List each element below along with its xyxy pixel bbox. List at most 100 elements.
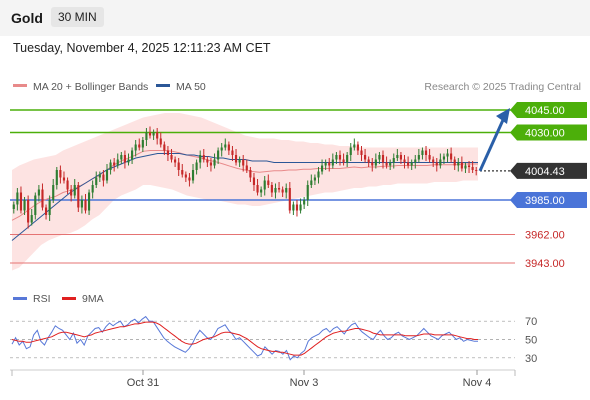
candle-body (306, 185, 309, 200)
candle-body (12, 204, 15, 209)
candle (44, 204, 48, 220)
candle-body (349, 147, 352, 155)
9ma-legend-swatch (62, 297, 76, 300)
candle (270, 182, 273, 197)
candle-body (467, 165, 471, 167)
candle (410, 159, 413, 170)
candle (156, 128, 159, 145)
candle (299, 198, 302, 214)
candle-body (170, 155, 173, 160)
candle-body (414, 159, 417, 163)
candle (277, 182, 281, 193)
candle (127, 153, 130, 166)
candle (80, 195, 83, 214)
candle (16, 188, 19, 211)
candle (27, 195, 30, 229)
candle-body (105, 170, 109, 181)
candle-body (389, 162, 392, 166)
candle-body (428, 155, 431, 160)
candle (209, 158, 213, 172)
candle (159, 132, 162, 148)
candle-body (421, 150, 424, 155)
candle (249, 167, 252, 182)
candle-body (346, 155, 349, 163)
candle-body (338, 155, 342, 160)
candle (62, 171, 66, 184)
ma50-legend-label: MA 50 (176, 81, 206, 93)
candle (184, 171, 187, 182)
candle (19, 186, 23, 214)
candle-body (450, 153, 453, 160)
candle-body (191, 170, 195, 181)
candle (220, 143, 223, 157)
candle-body (277, 188, 281, 190)
candle-body (270, 185, 273, 193)
candle-body (120, 155, 123, 160)
candle (475, 167, 478, 176)
candle (170, 149, 173, 163)
candle (342, 153, 345, 166)
candle-body (70, 189, 73, 196)
candle-body (256, 185, 259, 193)
candle (389, 159, 392, 170)
candle-body (274, 188, 277, 193)
candle (48, 195, 51, 221)
candle (242, 155, 245, 172)
candle (252, 173, 256, 191)
candle-body (356, 144, 359, 151)
candle (274, 183, 277, 199)
candle (374, 153, 377, 169)
candle (134, 140, 137, 157)
candle-body (48, 200, 51, 215)
candle-body (159, 138, 162, 145)
rsi-tick-label: 30 (525, 353, 537, 365)
annotations: 4004.43 (478, 108, 587, 179)
candle-body (331, 159, 334, 166)
symbol-title: Gold (11, 10, 43, 26)
candle (292, 201, 295, 215)
candle (285, 183, 288, 199)
candle-body (242, 159, 245, 166)
ma50-line (11, 153, 478, 241)
rsi-panel: 70 50 30 (10, 315, 537, 365)
rsi-legend-label: RSI (33, 293, 51, 305)
candle (303, 197, 306, 209)
candle-body (127, 159, 130, 163)
candle (464, 162, 467, 173)
x-tick-label: Nov 3 (290, 377, 319, 389)
candle-body (252, 177, 256, 185)
candle-body (234, 155, 238, 163)
candle-body (202, 155, 205, 160)
candle-body (303, 200, 306, 205)
candle (288, 182, 291, 214)
candle (87, 189, 91, 215)
candle (338, 150, 342, 166)
candle (335, 152, 338, 164)
candle (450, 147, 453, 163)
ma50-legend-swatch (156, 84, 170, 87)
candle (141, 137, 144, 152)
moving-averages (11, 150, 478, 241)
candle-body (141, 140, 144, 148)
candle (166, 146, 170, 161)
rsi-tick-label: 50 (525, 335, 537, 347)
candle-body (220, 147, 223, 151)
candle-body (367, 159, 370, 163)
candle (23, 197, 26, 215)
candle-body (163, 144, 166, 151)
candle-body (410, 162, 413, 166)
candle (346, 152, 349, 167)
candle (52, 179, 55, 203)
candle-body (342, 159, 345, 163)
candle-body (134, 144, 137, 151)
candle-body (98, 174, 101, 178)
candle (177, 158, 180, 176)
timeframe-badge[interactable]: 30 MIN (51, 7, 104, 27)
candle-body (206, 159, 209, 163)
current-price-tag-bg (510, 162, 587, 179)
candle-body (131, 150, 134, 160)
candle-body (260, 189, 263, 193)
candle (55, 167, 58, 190)
candle-body (59, 170, 62, 178)
